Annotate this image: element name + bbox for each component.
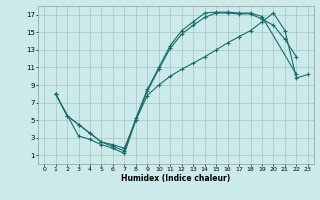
X-axis label: Humidex (Indice chaleur): Humidex (Indice chaleur) — [121, 174, 231, 183]
